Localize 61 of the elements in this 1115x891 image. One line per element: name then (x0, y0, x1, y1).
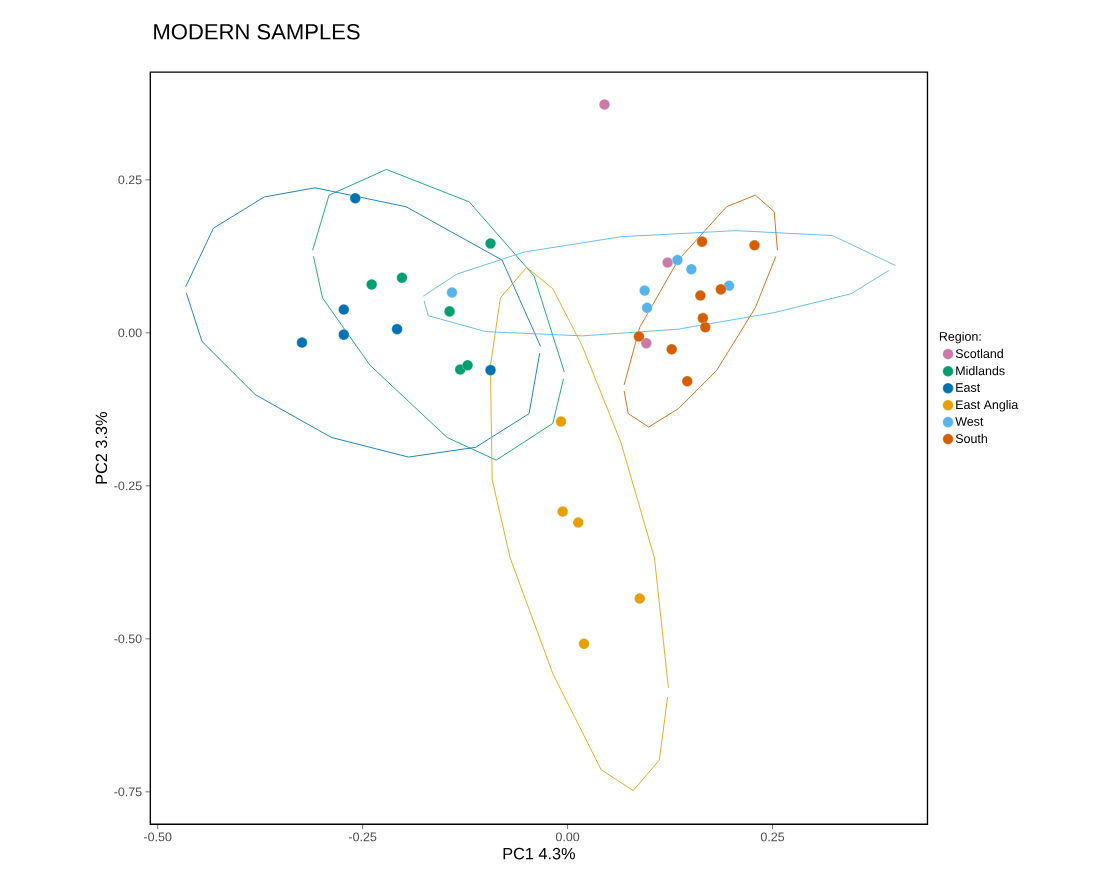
point (338, 304, 350, 316)
point (715, 284, 727, 295)
point (578, 638, 590, 650)
y-tick-label: 0.25 (118, 175, 142, 185)
x-tick-label: 0.00 (555, 832, 580, 842)
point (666, 344, 678, 355)
point (444, 306, 455, 318)
point (672, 254, 683, 266)
point (296, 337, 308, 349)
legend-label: East Anglia (956, 400, 1019, 412)
legend-label: East (956, 383, 981, 393)
line-series (185, 292, 541, 458)
legend-label: West (955, 417, 984, 427)
point (338, 329, 350, 341)
line-series (185, 187, 541, 347)
chart-title: MODERN SAMPLES (154, 24, 360, 40)
point (391, 323, 403, 335)
legend-title: Region: (939, 331, 981, 344)
point (640, 337, 652, 349)
y-tick-label: -0.75 (114, 787, 142, 797)
point (446, 287, 458, 299)
point (572, 517, 584, 529)
point (696, 236, 708, 248)
line-series (623, 256, 777, 428)
point (634, 593, 646, 605)
point (641, 302, 653, 314)
x-tick-label: -0.25 (349, 832, 377, 842)
point (681, 375, 693, 387)
y-tick-label: -0.50 (114, 634, 142, 644)
point (349, 192, 361, 204)
point (749, 240, 760, 251)
line-series (423, 270, 890, 337)
point (557, 506, 569, 518)
line-series (422, 230, 896, 297)
point (485, 364, 496, 376)
point (694, 290, 706, 302)
point (555, 416, 567, 428)
point (697, 312, 709, 324)
line-series (313, 256, 564, 461)
legend-label: Scotland (955, 349, 1003, 359)
y-tick-label: 0.00 (118, 328, 142, 338)
point (723, 280, 735, 292)
point (662, 257, 674, 269)
point (685, 263, 697, 275)
y-tick-label: -0.25 (114, 481, 142, 491)
point (396, 272, 408, 284)
x-tick-label: 0.25 (760, 832, 785, 842)
x-axis-title: PC1 4.3% (503, 848, 575, 860)
point (699, 322, 711, 333)
point (485, 238, 496, 250)
y-axis-title: PC2 3.3% (95, 412, 108, 484)
line-series (623, 194, 778, 386)
legend-label: South (955, 434, 987, 444)
point (639, 285, 651, 297)
point (599, 99, 610, 111)
point (366, 279, 378, 291)
line-series (312, 169, 565, 373)
legend-label: Midlands (956, 366, 1005, 376)
point (633, 331, 645, 343)
point (462, 360, 474, 371)
x-tick-label: -0.50 (144, 832, 172, 842)
